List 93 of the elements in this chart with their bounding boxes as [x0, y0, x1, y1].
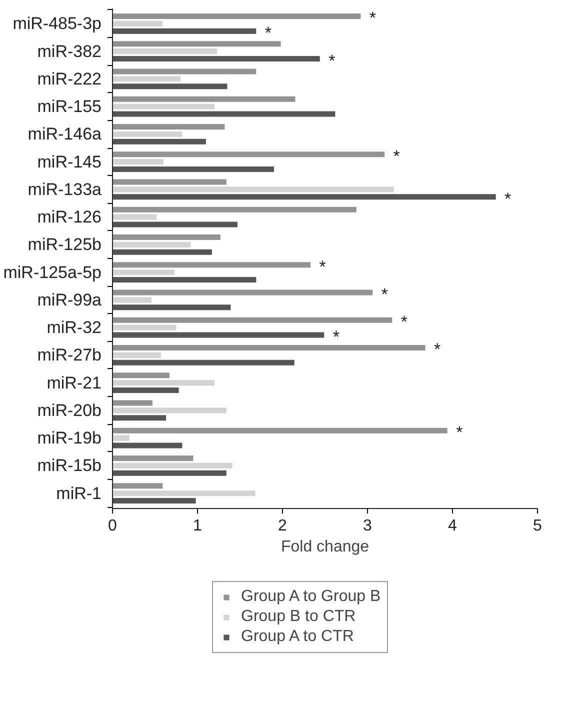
- bar: [112, 28, 256, 34]
- bar: [112, 13, 361, 19]
- bar: [112, 152, 384, 158]
- annotation: *: [264, 24, 272, 43]
- annotation: *: [504, 189, 512, 208]
- bar: [112, 234, 220, 240]
- y-tick-label: miR-485-3p: [12, 14, 102, 34]
- bar: [112, 262, 311, 268]
- annotation: *: [332, 328, 340, 347]
- bar: [112, 297, 152, 303]
- x-tick-label: 5: [533, 518, 542, 534]
- y-tick-label: miR-125b: [28, 235, 102, 254]
- y-tick-label: miR-19b: [37, 428, 102, 448]
- bar: [112, 138, 206, 144]
- y-tick-label: miR-32: [46, 318, 102, 338]
- y-tick-label: miR-1: [56, 484, 102, 503]
- y-tick-label: miR-126: [37, 208, 102, 227]
- bar: [112, 131, 182, 137]
- y-tick-label: miR-145: [37, 152, 102, 172]
- y-tick-label: miR-20b: [37, 400, 102, 420]
- x-axis-title: Fold change: [280, 538, 370, 556]
- bar: [112, 214, 157, 220]
- annotation: *: [381, 284, 388, 304]
- bar: [112, 84, 228, 90]
- bar: [112, 20, 163, 26]
- bar: [112, 380, 214, 386]
- bar: [112, 360, 294, 366]
- bar: [112, 344, 426, 350]
- bar: [112, 206, 356, 212]
- legend-label: Group A to Group B: [241, 588, 381, 606]
- bar: [112, 222, 238, 228]
- bar: [112, 76, 180, 82]
- bar: [112, 166, 274, 172]
- bar: [112, 442, 182, 448]
- bar: [112, 332, 324, 338]
- bar: [112, 104, 214, 110]
- bar: [112, 242, 191, 248]
- bar: [112, 41, 281, 47]
- bar: [112, 408, 226, 414]
- bar: [112, 124, 225, 130]
- bar: [112, 290, 373, 296]
- x-tick-label: 4: [448, 518, 458, 534]
- annotation: *: [369, 8, 376, 28]
- x-tick-label: 3: [363, 518, 372, 534]
- annotation: *: [319, 257, 326, 276]
- bar: [112, 249, 212, 255]
- bar: [112, 462, 232, 468]
- annotation: *: [434, 340, 441, 360]
- legend-label: Group A to CTR: [241, 628, 354, 646]
- y-tick-label: miR-155: [37, 97, 102, 116]
- bar: [112, 48, 218, 54]
- annotation: *: [393, 146, 400, 166]
- bar: [112, 186, 394, 192]
- bar: [112, 435, 130, 441]
- bar: [112, 352, 161, 358]
- y-tick-label: miR-222: [37, 69, 102, 88]
- bar: [112, 68, 256, 74]
- bar: [112, 490, 256, 496]
- y-tick-label: miR-27b: [37, 346, 102, 365]
- bar: [112, 428, 448, 434]
- annotation: *: [456, 423, 464, 442]
- annotation: *: [400, 312, 408, 332]
- bar: [112, 317, 392, 323]
- bar: [112, 56, 320, 62]
- bar: [112, 483, 163, 489]
- bar: [112, 455, 194, 461]
- bar: [112, 304, 231, 310]
- bar: [112, 372, 170, 378]
- bar: [112, 159, 164, 165]
- y-tick-label: miR-15b: [37, 456, 102, 476]
- bar: [112, 470, 226, 476]
- bar: [112, 415, 166, 421]
- bar: [112, 400, 152, 406]
- bar: [112, 96, 296, 102]
- y-tick-label: miR-21: [46, 373, 102, 392]
- bar: [112, 194, 496, 200]
- annotation: *: [328, 51, 336, 70]
- y-tick-label: miR-133a: [28, 180, 102, 199]
- x-tick-label: 1: [193, 518, 202, 534]
- legend-label: Group B to CTR: [241, 608, 356, 626]
- bar: [112, 498, 196, 504]
- x-tick-label: 2: [278, 518, 288, 534]
- y-tick-label: miR-146a: [28, 124, 102, 144]
- y-tick-label: miR-125a-5p: [3, 262, 102, 282]
- y-tick-label: miR-382: [37, 42, 102, 61]
- bar: [112, 270, 175, 276]
- bar: [112, 324, 176, 330]
- y-tick-label: miR-99a: [37, 290, 102, 310]
- bar: [112, 388, 179, 394]
- bar: [112, 277, 256, 283]
- x-tick-label: 0: [108, 518, 118, 534]
- bar: [112, 179, 226, 185]
- bar: [112, 111, 336, 117]
